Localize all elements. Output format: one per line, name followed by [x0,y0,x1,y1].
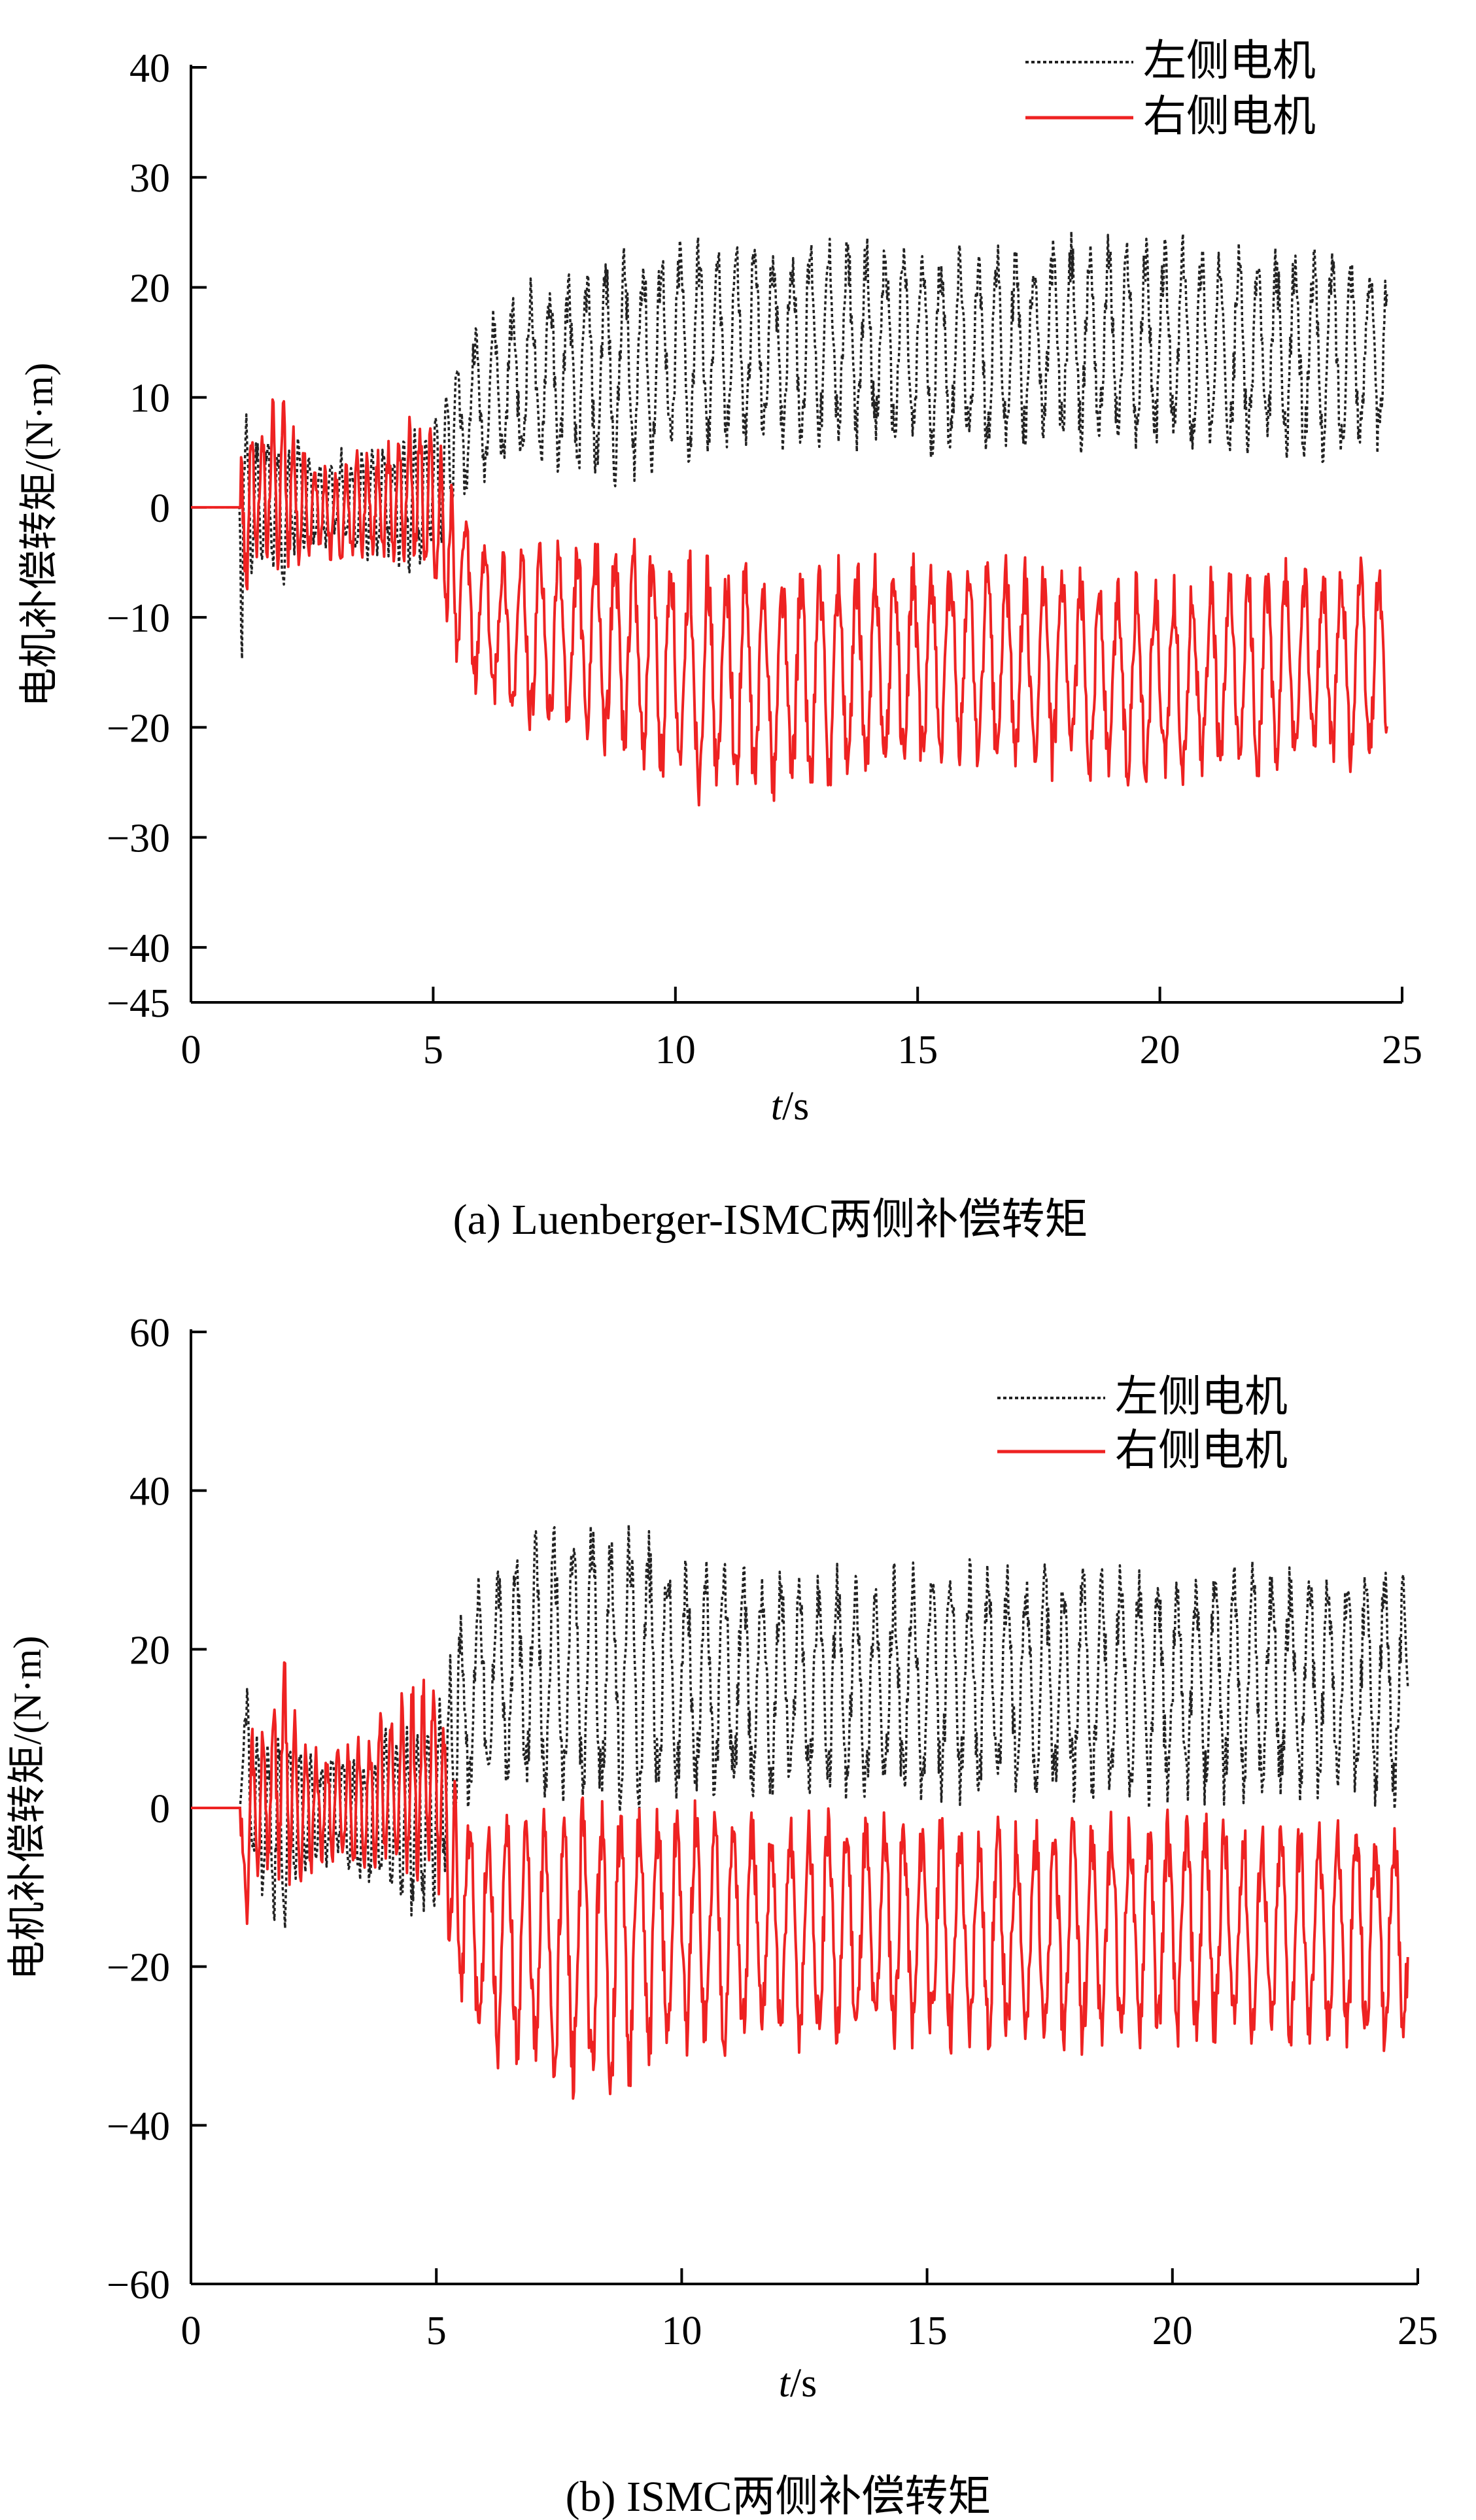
x-tick-label: 25 [1398,2309,1438,2353]
y-tick-label: 20 [129,266,170,311]
x-tick-label: 20 [1152,2309,1193,2353]
y-tick-label: 0 [150,486,170,531]
x-axis-label-unit: /s [782,1084,809,1129]
y-tick-label: −20 [107,1946,170,1990]
legend-label: 右侧电机 [1115,1427,1288,1474]
series-line-left-motor [191,1524,1409,1930]
series-line-right-motor [191,1661,1409,2100]
x-tick-label: 0 [181,2309,201,2353]
y-tick-label: −20 [107,706,170,751]
legend-label: 左侧电机 [1143,37,1316,85]
x-tick-label: 15 [907,2309,948,2353]
x-tick-label: 15 [897,1028,938,1072]
y-tick-label: 10 [129,377,170,421]
x-tick-label: 5 [426,2309,447,2353]
x-tick-label: 10 [655,1028,696,1072]
y-axis-label: 电机补偿转矩/(N·m) [6,1636,49,1981]
x-tick-label: 25 [1382,1028,1422,1072]
x-tick-label: 20 [1140,1028,1180,1072]
x-tick-label: 10 [661,2309,702,2353]
y-tick-label: −30 [107,817,170,861]
y-tick-label: −10 [107,596,170,641]
y-tick-label: −60 [107,2263,170,2307]
x-axis-label-var: t [779,2361,791,2406]
series-line-right-motor [191,398,1388,807]
y-tick-label: 0 [150,1787,170,1831]
x-axis-label-var: t [771,1084,783,1129]
x-tick-label: 5 [423,1028,443,1072]
x-tick-label: 0 [181,1028,201,1072]
legend-label: 左侧电机 [1115,1373,1288,1421]
chart-a: 0 5 10 15 20 25 40 30 20 10 0 −10 −20 −30 −40 −45 t/s 电机补… [18,37,1422,1244]
figure-caption: (b) ISMC两侧补偿转矩 [566,2473,991,2520]
figure-caption: (a) Luenberger-ISMC两侧补偿转矩 [453,1196,1088,1244]
x-axis-label: t/s [779,2361,817,2406]
x-axis-label: t/s [771,1084,810,1129]
y-tick-label: 40 [129,1470,170,1514]
y-tick-label: −45 [107,981,170,1026]
y-axis-label: 电机补偿转矩/(N·m) [18,363,61,707]
x-axis-label-unit: /s [790,2361,817,2406]
y-tick-label: 60 [129,1311,170,1355]
y-tick-label: −40 [107,927,170,971]
legend-label: 右侧电机 [1143,93,1316,141]
series-line-left-motor [191,230,1388,660]
y-tick-label: −40 [107,2104,170,2149]
y-tick-label: 30 [129,156,170,201]
y-tick-label: 40 [129,46,170,91]
chart-b: 0 5 10 15 20 25 60 40 20 0 −20 −40 −60 t/s 电机补偿转矩/(N·m… [6,1311,1438,2520]
y-tick-label: 20 [129,1628,170,1673]
